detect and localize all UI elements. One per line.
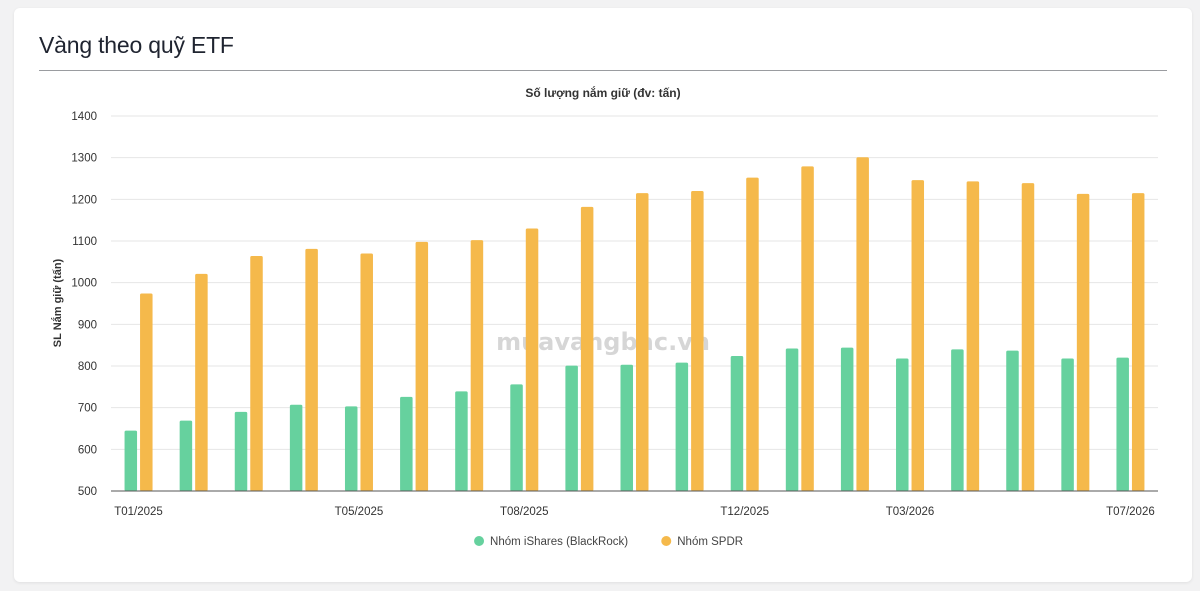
- bar-spdr[interactable]: [1076, 193, 1090, 491]
- bar-ishares[interactable]: [675, 362, 689, 491]
- bar-ishares[interactable]: [1116, 357, 1129, 491]
- bar-spdr[interactable]: [250, 256, 263, 491]
- bar-spdr[interactable]: [746, 177, 759, 491]
- x-tick-label: T07/2026: [1106, 506, 1155, 518]
- bar-spdr[interactable]: [305, 248, 318, 491]
- legend: Nhóm iShares (BlackRock) Nhóm SPDR: [474, 536, 743, 548]
- title-divider: [39, 70, 1167, 71]
- bar-ishares[interactable]: [785, 348, 799, 492]
- y-axis-label: SL Nắm giữ (tấn): [51, 258, 64, 347]
- y-tick-label: 1200: [71, 194, 97, 206]
- bar-ishares[interactable]: [400, 396, 413, 491]
- legend-label: Nhóm SPDR: [677, 536, 743, 548]
- bar-ishares[interactable]: [234, 411, 248, 491]
- bar-ishares[interactable]: [455, 391, 468, 491]
- bar-spdr[interactable]: [195, 273, 208, 491]
- bar-spdr[interactable]: [1021, 183, 1035, 492]
- etf-gold-card: Vàng theo quỹ ETF: [14, 8, 1192, 582]
- gridlines: [111, 115, 1158, 450]
- legend-marker: [474, 536, 485, 546]
- bar-spdr[interactable]: [525, 228, 539, 492]
- x-tick-label: T08/2025: [500, 506, 549, 518]
- bar-ishares[interactable]: [124, 430, 138, 491]
- bar-spdr[interactable]: [911, 180, 925, 491]
- bar-ishares[interactable]: [565, 365, 578, 491]
- bar-ishares[interactable]: [289, 404, 303, 491]
- bar-ishares[interactable]: [344, 406, 358, 491]
- y-tick-label: 1000: [71, 278, 97, 290]
- bar-ishares[interactable]: [179, 420, 193, 491]
- legend-marker: [661, 536, 672, 546]
- legend-label: Nhóm iShares (BlackRock): [490, 536, 628, 548]
- bar-ishares[interactable]: [620, 364, 634, 491]
- y-tick-label: 1300: [71, 153, 97, 165]
- y-tick-label: 1400: [71, 111, 97, 123]
- bar-spdr[interactable]: [580, 206, 594, 492]
- bar-spdr[interactable]: [360, 253, 373, 492]
- bar-spdr[interactable]: [801, 166, 814, 491]
- y-tick-label: 1100: [72, 236, 97, 248]
- legend-item-ishares[interactable]: Nhóm iShares (BlackRock): [474, 536, 628, 548]
- y-tick-label: 700: [78, 403, 97, 415]
- bar-spdr[interactable]: [636, 193, 649, 492]
- y-axis-ticks: 500 600 700 800 900 1000 1100 1200 1300 1400: [71, 111, 97, 498]
- y-tick-label: 500: [78, 486, 97, 498]
- y-tick-label: 900: [78, 319, 97, 331]
- bar-spdr[interactable]: [691, 191, 704, 491]
- bars: [124, 157, 1145, 492]
- bar-spdr[interactable]: [856, 157, 869, 491]
- x-tick-label: T12/2025: [720, 506, 769, 518]
- bar-spdr[interactable]: [1131, 193, 1145, 492]
- x-tick-label: T03/2026: [886, 506, 935, 518]
- bar-spdr[interactable]: [140, 293, 153, 492]
- bar-ishares[interactable]: [730, 356, 744, 491]
- bar-ishares[interactable]: [1006, 350, 1019, 491]
- bar-ishares[interactable]: [510, 384, 523, 491]
- bar-spdr[interactable]: [966, 181, 980, 491]
- chart-title: Số lượng nắm giữ (đv: tấn): [525, 85, 680, 100]
- bar-spdr[interactable]: [470, 240, 484, 491]
- card-title: Vàng theo quỹ ETF: [39, 32, 234, 58]
- bar-ishares[interactable]: [951, 349, 964, 491]
- bar-spdr[interactable]: [415, 241, 429, 491]
- bar-ishares[interactable]: [1061, 358, 1074, 492]
- x-tick-label: T01/2025: [114, 506, 163, 518]
- legend-item-spdr[interactable]: Nhóm SPDR: [661, 536, 743, 548]
- x-axis-ticks: T01/2025 T05/2025 T08/2025 T12/2025 T03/2026…: [114, 506, 1155, 518]
- x-tick-label: T05/2025: [335, 506, 384, 518]
- y-tick-label: 800: [78, 361, 97, 373]
- y-tick-label: 600: [78, 444, 97, 456]
- bar-ishares[interactable]: [896, 358, 909, 492]
- bar-ishares[interactable]: [840, 347, 854, 491]
